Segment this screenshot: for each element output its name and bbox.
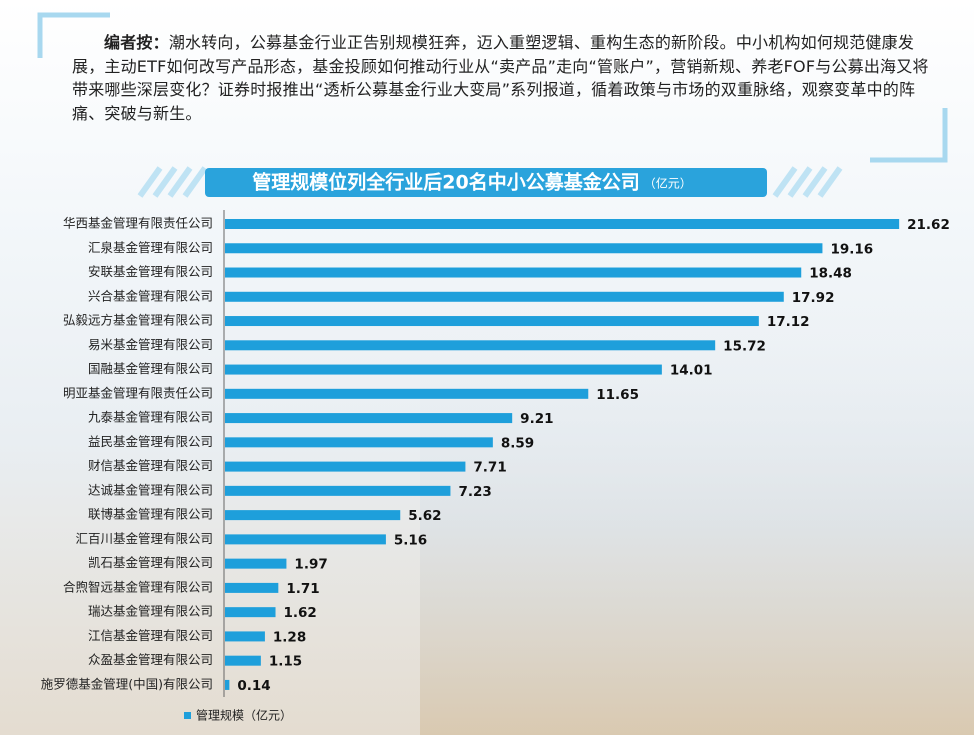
value-label: 11.65 [596,387,639,403]
value-label: 1.28 [273,629,306,645]
y-tick-label: 易米基金管理有限公司 [88,337,213,352]
value-label: 9.21 [520,411,553,427]
value-label: 8.59 [501,435,534,451]
y-tick-label: 九泰基金管理有限公司 [88,410,213,425]
y-tick-label: 安联基金管理有限公司 [88,264,213,279]
value-label: 1.71 [286,581,319,597]
value-label: 5.16 [394,532,427,548]
value-label: 21.62 [907,217,950,233]
note-text: 潮水转向，公募基金行业正告别规模狂奔，迈入重塑逻辑、重构生态的新阶段。中小机构如… [72,33,929,123]
value-label: 1.15 [269,654,302,670]
y-tick-label: 瑞达基金管理有限公司 [88,604,213,619]
y-tick-label: 明亚基金管理有限责任公司 [63,385,213,400]
frame-corners [37,12,948,163]
y-tick-label: 众盈基金管理有限公司 [88,652,213,667]
bar [225,316,759,327]
y-tick-label: 汇百川基金管理有限公司 [75,531,213,546]
y-tick-label: 联博基金管理有限公司 [88,507,213,522]
value-label: 17.92 [792,290,835,306]
y-tick-label: 施罗德基金管理(中国)有限公司 [41,676,213,691]
bar [225,291,784,302]
bar [225,558,287,569]
bar [225,582,279,593]
bar [225,655,261,666]
note-label: 编者按： [104,33,169,52]
y-tick-label: 弘毅远方基金管理有限公司 [63,313,213,328]
value-label: 7.23 [458,484,491,500]
title-banner [137,166,843,198]
chart-subtitle: （亿元） [644,176,692,191]
value-label: 1.97 [294,557,327,573]
value-label: 14.01 [670,363,713,379]
bar [225,534,386,545]
bar [225,631,265,642]
bar [225,679,230,690]
bar [225,607,276,618]
y-tick-label: 兴合基金管理有限公司 [88,288,213,303]
value-label: 15.72 [723,338,766,354]
y-tick-label: 江信基金管理有限公司 [88,628,213,643]
bar [225,219,900,229]
bar [225,243,823,254]
y-tick-label: 凯石基金管理有限公司 [88,555,213,570]
value-label: 5.62 [408,508,441,524]
y-tick-label: 益民基金管理有限公司 [88,434,213,449]
bar [225,364,662,375]
bar [225,340,716,351]
value-label: 18.48 [809,266,852,282]
value-label: 1.62 [284,605,317,621]
value-label: 17.12 [767,314,810,330]
bar [225,267,802,278]
bar [225,485,451,496]
legend-label: 管理规模（亿元） [196,708,292,723]
bar [225,413,513,424]
y-tick-label: 达诚基金管理有限公司 [88,482,213,497]
bar [225,437,493,448]
y-tick-label: 合煦智远基金管理有限公司 [63,579,213,594]
chart-title: 管理规模位列全行业后20名中小公募基金公司 [252,171,639,194]
y-tick-label: 华西基金管理有限责任公司 [63,216,213,231]
y-tick-label: 国融基金管理有限公司 [88,361,213,376]
bar [225,461,466,472]
y-tick-label: 财信基金管理有限公司 [88,458,213,473]
y-tick-label: 汇泉基金管理有限公司 [88,240,213,255]
value-label: 7.71 [473,460,506,476]
value-label: 0.14 [237,678,270,694]
value-label: 19.16 [830,241,873,257]
bar [225,510,401,521]
editor-note: 编者按：潮水转向，公募基金行业正告别规模狂奔，迈入重塑逻辑、重构生态的新阶段。中… [72,31,930,125]
legend-swatch [184,712,191,719]
bar [225,388,589,399]
